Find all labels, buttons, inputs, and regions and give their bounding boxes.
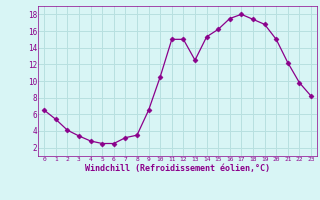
X-axis label: Windchill (Refroidissement éolien,°C): Windchill (Refroidissement éolien,°C) <box>85 164 270 173</box>
